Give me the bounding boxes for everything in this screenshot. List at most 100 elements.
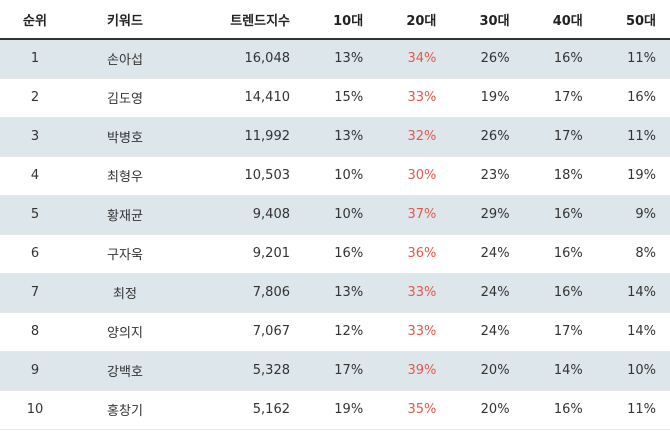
- table-row: 2 김도영 14,410 15% 33% 19% 17% 16%: [0, 78, 670, 117]
- cell-rank: 8: [30, 324, 40, 339]
- cell-age-40: 16%: [553, 207, 583, 222]
- cell-trend-index: 16,048: [244, 51, 291, 67]
- cell-trend-index: 5,328: [252, 363, 290, 378]
- cell-age-50: 16%: [627, 90, 656, 105]
- cell-age-50: 11%: [627, 129, 656, 144]
- cell-age-30: 20%: [480, 363, 510, 378]
- header-age-20: 20대: [377, 0, 451, 40]
- cell-keyword: 최정: [113, 287, 137, 302]
- cell-trend-index: 7,806: [252, 285, 290, 300]
- table-row: 1 손아섭 16,048 13% 34% 26% 16% 11%: [0, 39, 670, 78]
- header-age-50: 50대: [596, 0, 670, 40]
- cell-keyword: 김도영: [107, 92, 143, 107]
- cell-age-40: 16%: [553, 51, 583, 67]
- cell-age-20: 32%: [407, 129, 437, 144]
- cell-age-20: 36%: [407, 246, 437, 261]
- cell-age-50: 11%: [627, 402, 656, 417]
- header-rank: 순위: [0, 0, 70, 40]
- cell-rank: 3: [30, 129, 40, 144]
- cell-keyword: 강백호: [107, 365, 143, 380]
- cell-age-30: 26%: [480, 51, 510, 67]
- cell-age-50: 10%: [627, 363, 656, 378]
- header-trend-index: 트렌드지수: [180, 0, 304, 40]
- table-row: 5 황재균 9,408 10% 37% 29% 16% 9%: [0, 195, 670, 234]
- cell-keyword: 홍창기: [107, 404, 143, 419]
- cell-age-10: 17%: [334, 363, 364, 378]
- cell-age-20: 39%: [407, 363, 437, 378]
- cell-age-20: 33%: [407, 90, 437, 105]
- cell-age-50: 14%: [627, 324, 656, 339]
- cell-age-30: 19%: [480, 90, 510, 105]
- cell-age-20: 30%: [407, 168, 437, 183]
- cell-trend-index: 5,162: [252, 402, 290, 417]
- cell-rank: 1: [30, 51, 40, 67]
- cell-rank: 9: [30, 363, 40, 378]
- cell-trend-index: 11,992: [244, 129, 291, 144]
- cell-age-40: 18%: [553, 168, 583, 183]
- cell-keyword: 구자욱: [107, 248, 143, 263]
- header-keyword: 키워드: [70, 0, 180, 40]
- cell-keyword: 박병호: [107, 131, 143, 146]
- cell-age-20: 35%: [407, 402, 437, 417]
- cell-age-30: 24%: [480, 324, 510, 339]
- table-row: 8 양의지 7,067 12% 33% 24% 17% 14%: [0, 312, 670, 351]
- cell-age-30: 29%: [480, 207, 510, 222]
- table-row: 7 최정 7,806 13% 33% 24% 16% 14%: [0, 273, 670, 312]
- cell-age-30: 23%: [480, 168, 510, 183]
- cell-age-50: 8%: [635, 246, 656, 261]
- cell-age-10: 13%: [334, 285, 364, 300]
- cell-age-50: 14%: [627, 285, 656, 300]
- cell-age-40: 16%: [553, 402, 583, 417]
- cell-age-40: 16%: [553, 246, 583, 261]
- cell-age-30: 24%: [480, 246, 510, 261]
- cell-age-10: 16%: [334, 246, 364, 261]
- cell-age-10: 13%: [334, 129, 364, 144]
- cell-age-50: 9%: [635, 207, 656, 222]
- cell-age-10: 19%: [334, 402, 364, 417]
- cell-rank: 10: [26, 402, 44, 417]
- table-row: 6 구자욱 9,201 16% 36% 24% 16% 8%: [0, 234, 670, 273]
- cell-rank: 4: [30, 168, 40, 183]
- cell-trend-index: 9,201: [252, 246, 290, 261]
- cell-rank: 5: [30, 207, 40, 222]
- cell-trend-index: 9,408: [252, 207, 290, 222]
- cell-age-10: 10%: [334, 207, 364, 222]
- cell-age-30: 24%: [480, 285, 510, 300]
- cell-age-40: 16%: [553, 285, 583, 300]
- cell-age-50: 19%: [627, 168, 656, 183]
- cell-age-50: 11%: [627, 51, 656, 67]
- cell-age-20: 37%: [407, 207, 437, 222]
- header-age-30: 30대: [450, 0, 524, 40]
- cell-age-40: 14%: [553, 363, 583, 378]
- cell-age-40: 17%: [553, 90, 583, 105]
- cell-rank: 7: [30, 285, 40, 300]
- cell-age-20: 33%: [407, 324, 437, 339]
- table-row: 3 박병호 11,992 13% 32% 26% 17% 11%: [0, 117, 670, 156]
- cell-rank: 6: [30, 246, 40, 261]
- cell-age-10: 12%: [334, 324, 364, 339]
- cell-trend-index: 10,503: [244, 168, 291, 183]
- cell-age-10: 10%: [334, 168, 364, 183]
- cell-rank: 2: [30, 90, 40, 105]
- cell-keyword: 손아섭: [107, 53, 143, 69]
- cell-age-20: 33%: [407, 285, 437, 300]
- cell-age-20: 34%: [407, 51, 437, 67]
- cell-keyword: 양의지: [107, 326, 143, 341]
- cell-trend-index: 14,410: [244, 90, 291, 105]
- cell-age-40: 17%: [553, 129, 583, 144]
- header-age-10: 10대: [304, 0, 378, 40]
- cell-age-10: 15%: [334, 90, 364, 105]
- cell-keyword: 황재균: [107, 209, 143, 224]
- header-age-40: 40대: [523, 0, 597, 40]
- cell-age-30: 26%: [480, 129, 510, 144]
- cell-age-10: 13%: [334, 51, 364, 67]
- cell-age-40: 17%: [553, 324, 583, 339]
- cell-trend-index: 7,067: [252, 324, 290, 339]
- header-row: 순위 키워드 트렌드지수 10대 20대 30대 40대 50대: [0, 0, 670, 40]
- table-row: 4 최형우 10,503 10% 30% 23% 18% 19%: [0, 156, 670, 195]
- table-row: 10 홍창기 5,162 19% 35% 20% 16% 11%: [0, 390, 670, 429]
- table-row: 9 강백호 5,328 17% 39% 20% 14% 10%: [0, 351, 670, 390]
- cell-age-30: 20%: [480, 402, 510, 417]
- cell-keyword: 최형우: [107, 170, 143, 185]
